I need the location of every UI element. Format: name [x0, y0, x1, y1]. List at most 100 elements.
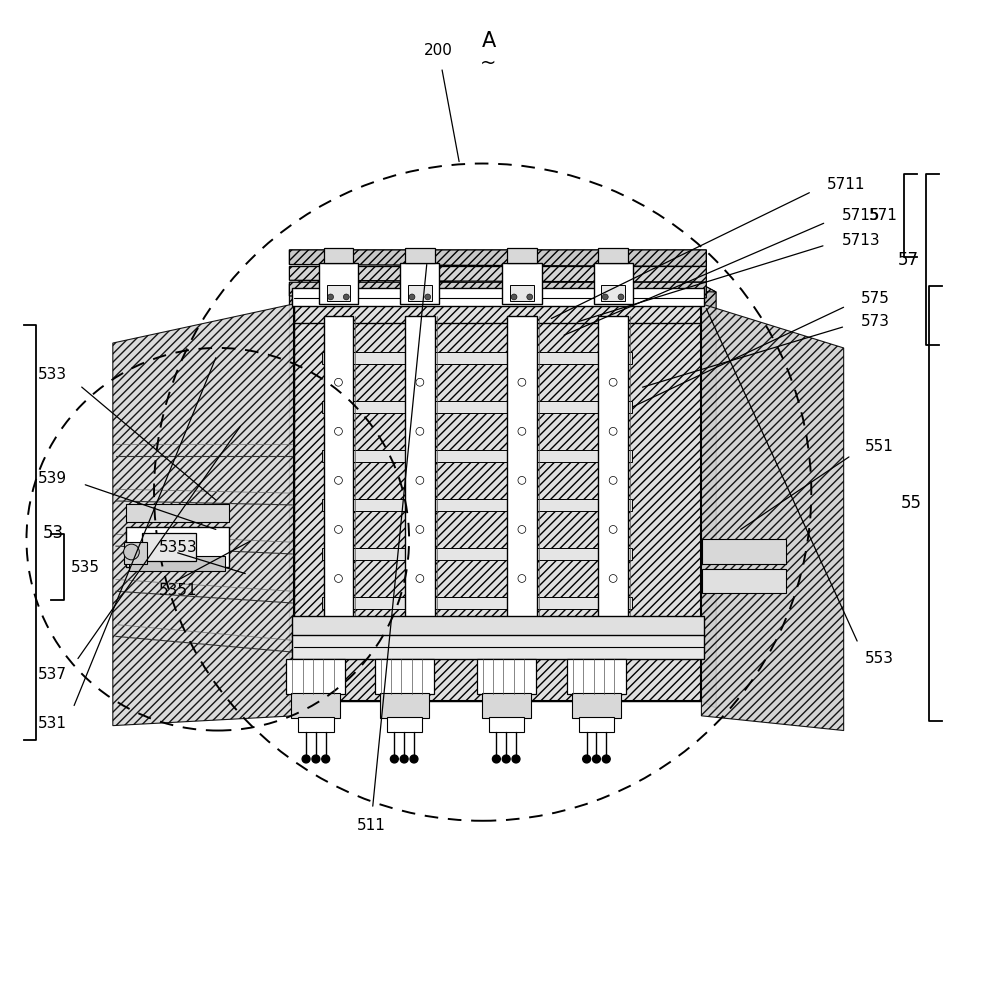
Bar: [387, 717, 422, 732]
Bar: [324, 248, 353, 263]
Polygon shape: [289, 250, 706, 267]
Bar: [572, 693, 621, 718]
Polygon shape: [701, 304, 844, 731]
Text: 553: 553: [865, 651, 895, 666]
Bar: [489, 717, 524, 732]
Bar: [507, 316, 537, 635]
Circle shape: [312, 755, 320, 763]
Polygon shape: [294, 276, 716, 292]
Polygon shape: [289, 282, 706, 298]
Text: 55: 55: [902, 494, 922, 512]
Bar: [291, 693, 340, 718]
Circle shape: [609, 575, 617, 582]
Circle shape: [518, 378, 526, 386]
Bar: [405, 248, 435, 263]
Circle shape: [416, 575, 424, 582]
Circle shape: [609, 378, 617, 386]
Bar: [702, 569, 786, 593]
Circle shape: [335, 526, 342, 533]
Bar: [129, 556, 225, 571]
Circle shape: [416, 526, 424, 533]
Bar: [598, 316, 628, 635]
Bar: [375, 659, 434, 694]
Circle shape: [593, 755, 600, 763]
Circle shape: [602, 294, 608, 300]
Text: 5353: 5353: [159, 540, 198, 555]
Bar: [319, 263, 358, 304]
Bar: [502, 263, 542, 304]
Circle shape: [583, 755, 591, 763]
Circle shape: [390, 755, 398, 763]
Bar: [601, 285, 625, 301]
Bar: [482, 693, 531, 718]
Circle shape: [335, 427, 342, 435]
Polygon shape: [289, 267, 706, 282]
Bar: [322, 499, 632, 511]
Text: 551: 551: [865, 439, 894, 454]
Circle shape: [512, 755, 520, 763]
Circle shape: [502, 755, 510, 763]
Bar: [142, 533, 196, 561]
Bar: [598, 248, 628, 263]
Bar: [510, 285, 534, 301]
Circle shape: [335, 575, 342, 582]
Text: 539: 539: [37, 471, 67, 486]
Text: 533: 533: [37, 367, 67, 382]
Polygon shape: [701, 284, 716, 708]
Polygon shape: [289, 284, 294, 706]
Circle shape: [602, 755, 610, 763]
Text: 537: 537: [37, 667, 67, 682]
Bar: [507, 248, 537, 263]
Text: 511: 511: [356, 818, 386, 833]
Circle shape: [518, 476, 526, 484]
Bar: [380, 693, 429, 718]
Circle shape: [518, 526, 526, 533]
Text: A: A: [482, 31, 495, 51]
Circle shape: [343, 294, 349, 300]
Text: 53: 53: [43, 524, 65, 542]
Text: 531: 531: [37, 716, 67, 731]
Circle shape: [609, 526, 617, 533]
Circle shape: [335, 378, 342, 386]
Bar: [408, 285, 432, 301]
Bar: [477, 659, 536, 694]
Bar: [567, 659, 626, 694]
Bar: [124, 542, 147, 564]
Circle shape: [410, 755, 418, 763]
Bar: [405, 316, 435, 635]
Text: 5713: 5713: [842, 233, 880, 248]
Bar: [579, 717, 614, 732]
Circle shape: [409, 294, 415, 300]
Bar: [126, 504, 229, 522]
Text: 571: 571: [869, 208, 898, 223]
Bar: [322, 401, 632, 413]
Circle shape: [124, 544, 139, 560]
Circle shape: [527, 294, 533, 300]
Circle shape: [335, 476, 342, 484]
Bar: [400, 263, 439, 304]
Circle shape: [400, 755, 408, 763]
Circle shape: [416, 378, 424, 386]
Bar: [327, 285, 350, 301]
Circle shape: [511, 294, 517, 300]
Circle shape: [322, 755, 330, 763]
Text: 535: 535: [71, 560, 100, 575]
Text: 575: 575: [861, 291, 890, 306]
Circle shape: [302, 755, 310, 763]
Bar: [292, 288, 704, 306]
Circle shape: [618, 294, 624, 300]
Circle shape: [425, 294, 431, 300]
Text: ~: ~: [481, 54, 496, 73]
Text: 5351: 5351: [159, 583, 197, 598]
Polygon shape: [113, 304, 294, 726]
Circle shape: [609, 476, 617, 484]
Text: 573: 573: [861, 314, 891, 329]
Bar: [286, 659, 345, 694]
Text: 200: 200: [424, 43, 453, 58]
Circle shape: [328, 294, 334, 300]
Bar: [322, 597, 632, 609]
Bar: [298, 717, 334, 732]
Circle shape: [416, 476, 424, 484]
Polygon shape: [294, 284, 701, 701]
Bar: [324, 316, 353, 635]
